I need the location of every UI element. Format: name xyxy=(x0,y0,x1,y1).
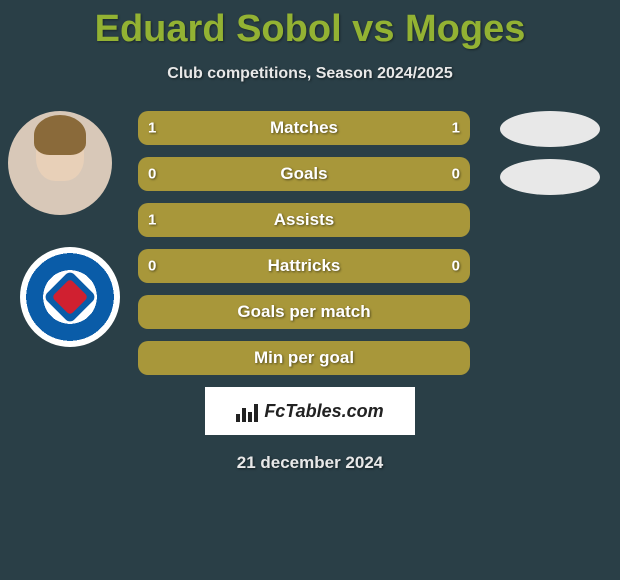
stat-right-value: 1 xyxy=(452,120,460,137)
club-badge-left xyxy=(20,247,120,347)
page-title: Eduard Sobol vs Moges xyxy=(0,0,620,51)
stat-row-goals-per-match: Goals per match xyxy=(138,295,470,329)
stat-label: Min per goal xyxy=(254,348,354,368)
stat-row-goals: 0 Goals 0 xyxy=(138,157,470,191)
stat-row-matches: 1 Matches 1 xyxy=(138,111,470,145)
stat-row-hattricks: 0 Hattricks 0 xyxy=(138,249,470,283)
stat-label: Assists xyxy=(274,210,334,230)
stat-right-value: 0 xyxy=(452,258,460,275)
date-label: 21 december 2024 xyxy=(0,453,620,473)
opponent-placeholder-2 xyxy=(500,159,600,195)
brand-name: FcTables.com xyxy=(264,401,383,422)
stat-label: Matches xyxy=(270,118,338,138)
stat-row-min-per-goal: Min per goal xyxy=(138,341,470,375)
stats-bars: 1 Matches 1 0 Goals 0 1 Assists 0 Hattri… xyxy=(138,111,470,375)
comparison-content: 1 Matches 1 0 Goals 0 1 Assists 0 Hattri… xyxy=(0,111,620,375)
stat-right-value: 0 xyxy=(452,166,460,183)
stat-left-value: 1 xyxy=(148,212,156,229)
subtitle: Club competitions, Season 2024/2025 xyxy=(0,65,620,83)
opponent-placeholder-1 xyxy=(500,111,600,147)
player-photo-left xyxy=(8,111,112,215)
brand-badge: FcTables.com xyxy=(205,387,415,435)
stat-label: Hattricks xyxy=(268,256,341,276)
stat-left-value: 0 xyxy=(148,258,156,275)
stat-left-value: 0 xyxy=(148,166,156,183)
stat-row-assists: 1 Assists xyxy=(138,203,470,237)
stat-label: Goals xyxy=(280,164,327,184)
stat-left-value: 1 xyxy=(148,120,156,137)
stat-label: Goals per match xyxy=(237,302,370,322)
brand-chart-icon xyxy=(236,400,258,422)
